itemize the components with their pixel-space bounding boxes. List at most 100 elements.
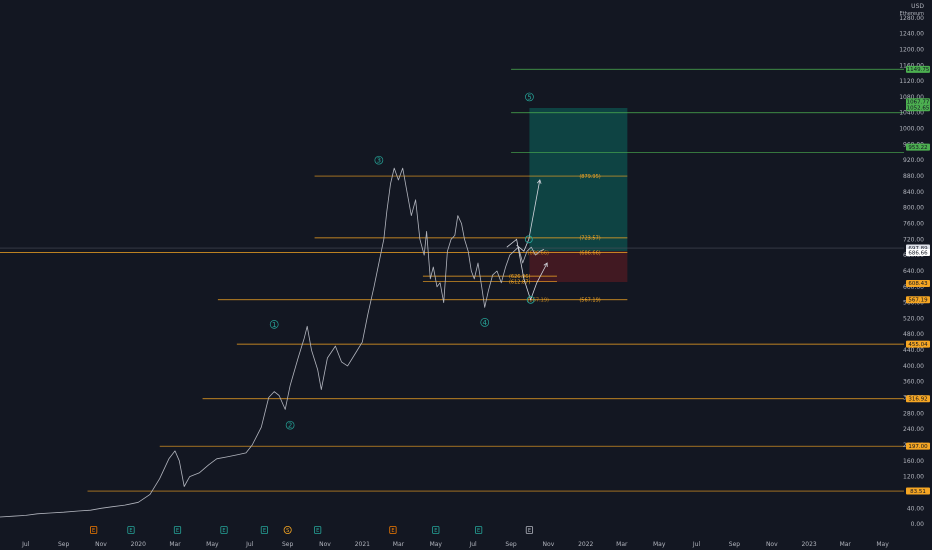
- y-tick-label: 920.00: [903, 157, 924, 164]
- wave-marker: [285, 420, 295, 430]
- price-tag: [906, 442, 930, 450]
- y-tick-label: 360.00: [903, 379, 924, 386]
- x-tick-label: Jul: [468, 541, 477, 548]
- y-tick-label: 720.00: [903, 236, 924, 243]
- level-label: (626.96): [509, 274, 530, 280]
- y-tick-label: 280.00: [903, 410, 924, 417]
- event-marker: [127, 526, 135, 534]
- wave-label: 4: [483, 319, 488, 327]
- event-marker: [220, 526, 228, 534]
- x-tick-label: May: [206, 541, 219, 548]
- price-tag: [906, 395, 930, 403]
- event-marker: [314, 526, 322, 534]
- price-tag: [906, 104, 930, 112]
- price-tag: [906, 143, 930, 151]
- level-label: (879.95): [579, 174, 600, 180]
- y-tick-label: 840.00: [903, 189, 924, 196]
- price-tag-label: 83.51: [910, 489, 926, 495]
- y-tick-label: 760.00: [903, 220, 924, 227]
- wave-label: 5: [527, 93, 531, 101]
- price-tag-label: 953.22: [908, 145, 927, 151]
- y-tick-label: 880.00: [903, 173, 924, 180]
- currency-label: USD: [911, 3, 924, 10]
- profit-zone: [529, 108, 628, 252]
- x-tick-label: Sep: [58, 541, 70, 548]
- x-tick-label: Mar: [169, 541, 181, 548]
- projection-arrowhead: [536, 179, 542, 184]
- x-tick-label: Jul: [21, 541, 30, 548]
- y-tick-label: 800.00: [903, 205, 924, 212]
- level-label-secondary: (686.66): [528, 250, 549, 256]
- projection-arrowhead: [543, 262, 548, 268]
- wave-marker: [374, 155, 384, 165]
- price-tag: [906, 98, 930, 106]
- wave-label: 2: [288, 422, 292, 430]
- level-label: (612.87): [509, 279, 530, 285]
- x-tick-label: 2020: [131, 541, 146, 548]
- y-tick-label: 1000.00: [899, 126, 924, 133]
- x-tick-label: Sep: [729, 541, 741, 548]
- event-label: E: [477, 528, 480, 534]
- y-tick-label: 400.00: [903, 363, 924, 370]
- x-tick-label: Nov: [95, 541, 107, 548]
- event-marker: [173, 526, 182, 534]
- price-tag-label: 197.00: [908, 444, 928, 450]
- price-tag: [906, 296, 930, 304]
- y-tick-label: 160.00: [903, 458, 924, 465]
- event-marker: [432, 526, 440, 534]
- x-tick-label: 2022: [578, 541, 593, 548]
- event-label: E: [263, 528, 266, 534]
- event-label: E: [434, 528, 437, 534]
- event-label: E: [129, 528, 132, 534]
- projection-marker: [524, 235, 533, 244]
- y-tick-label: 600.00: [903, 284, 924, 291]
- event-label: E: [176, 528, 179, 534]
- level-label-secondary: (567.19): [528, 298, 549, 304]
- y-tick-label: 1120.00: [899, 78, 924, 85]
- level-label: (723.57): [579, 236, 600, 242]
- event-marker: [283, 526, 292, 535]
- x-tick-label: Jul: [692, 541, 701, 548]
- event-marker: [90, 526, 98, 534]
- y-tick-label: 1200.00: [899, 46, 924, 53]
- x-tick-label: 2021: [355, 541, 370, 548]
- x-tick-label: Nov: [319, 541, 331, 548]
- y-tick-label: 520.00: [903, 315, 924, 322]
- x-tick-label: Mar: [840, 541, 852, 548]
- price-tag-label: 316.92: [908, 397, 927, 403]
- x-tick-label: Nov: [766, 541, 778, 548]
- event-marker: [475, 526, 483, 534]
- price-tag: [906, 249, 930, 257]
- price-tag-label: 697.89: [908, 246, 928, 252]
- x-tick-label: Jul: [245, 541, 254, 548]
- event-marker: [260, 526, 269, 534]
- y-tick-label: 1040.00: [899, 110, 924, 117]
- x-tick-label: May: [430, 541, 443, 548]
- event-label: E: [316, 528, 319, 534]
- y-tick-label: 1280.00: [899, 15, 924, 22]
- x-tick-label: May: [653, 541, 666, 548]
- x-tick-label: Sep: [505, 541, 517, 548]
- y-tick-label: 120.00: [903, 474, 924, 481]
- wave-marker: [525, 92, 534, 102]
- price-tag: [906, 487, 930, 495]
- x-tick-label: Mar: [393, 541, 405, 548]
- level-label: (686.66): [579, 250, 600, 256]
- y-tick-label: 480.00: [903, 331, 924, 338]
- price-tag: [906, 279, 930, 287]
- event-label: E: [528, 528, 531, 534]
- event-marker: [525, 526, 534, 534]
- currency-sublabel: Ethereum: [900, 11, 925, 17]
- y-tick-label: 0.00: [911, 521, 925, 528]
- price-tag-label: 567.19: [908, 298, 928, 304]
- wave-marker: [480, 318, 490, 327]
- event-label: E: [391, 528, 394, 534]
- price-tag-label: 608.43: [908, 281, 928, 287]
- event-marker: [389, 526, 397, 534]
- price-tag: [906, 65, 930, 73]
- wave-label: 3: [377, 157, 381, 165]
- event-label: E: [222, 528, 225, 534]
- y-tick-label: 240.00: [903, 426, 924, 433]
